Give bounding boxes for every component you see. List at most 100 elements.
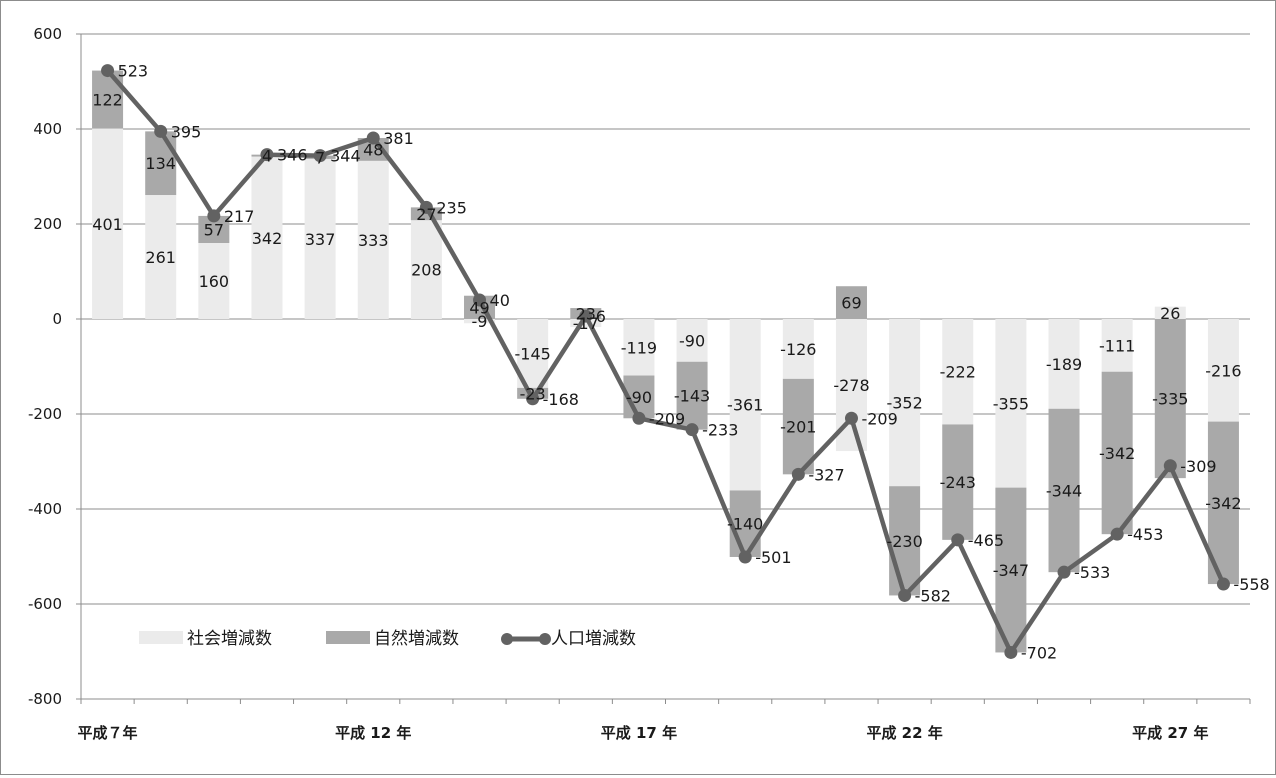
natural-bar: [357, 138, 389, 161]
social-value-label: -278: [833, 376, 869, 395]
population-point: [1110, 527, 1124, 541]
population-point: [844, 411, 858, 425]
social-bar: [1207, 319, 1239, 422]
social-value-label: -90: [679, 331, 705, 350]
population-value-label: 217: [224, 207, 255, 226]
natural-bar: [676, 361, 708, 430]
population-value-label: 381: [383, 129, 414, 148]
population-point: [313, 149, 327, 163]
population-value-label: -453: [1127, 525, 1163, 544]
natural-bar: [1101, 371, 1133, 535]
social-value-label: 26: [1160, 304, 1180, 323]
population-point: [738, 550, 752, 564]
social-value-label: -189: [1046, 355, 1082, 374]
population-value-label: -558: [1233, 575, 1269, 594]
social-value-label: -145: [515, 344, 551, 363]
social-value-label: -222: [940, 363, 976, 382]
y-tick-label: 0: [52, 310, 62, 328]
legend-swatch-line-marker-right: [539, 633, 551, 645]
social-value-label: 401: [92, 215, 123, 234]
natural-bar: [145, 131, 177, 196]
social-value-label: 208: [411, 261, 442, 280]
natural-value-label: -143: [674, 387, 710, 406]
population-value-label: 395: [171, 122, 202, 141]
natural-value-label: -23: [520, 384, 546, 403]
population-value-label: 235: [436, 198, 467, 217]
natural-value-label: -201: [780, 418, 816, 437]
natural-value-label: -335: [1152, 390, 1188, 409]
social-bar: [942, 319, 974, 425]
x-tick-label: 平成 22 年: [866, 724, 942, 742]
social-value-label: -361: [727, 396, 763, 415]
social-value-label: -355: [993, 394, 1029, 413]
y-axis-tick-labels: 600 400 200 0 -200 -400 -600 -800: [28, 25, 62, 708]
natural-value-label: 57: [204, 220, 224, 239]
population-point: [154, 124, 168, 138]
x-tick-label: 平成７年: [78, 724, 138, 742]
x-tick-label: 平成 17 年: [601, 724, 677, 742]
social-value-label: -111: [1099, 336, 1135, 355]
population-line-path: [105, 69, 1226, 655]
natural-value-label: -230: [886, 532, 922, 551]
population-point: [473, 293, 487, 307]
legend-swatch-line-marker-left: [501, 633, 513, 645]
natural-bar: [942, 424, 974, 540]
population-value-label: -209: [861, 409, 897, 428]
population-value-label: 6: [596, 307, 606, 326]
population-point: [366, 131, 380, 145]
natural-bar: [782, 378, 814, 475]
natural-bar: [889, 486, 921, 596]
population-point: [951, 533, 965, 547]
population-point: [207, 209, 221, 223]
population-point: [260, 148, 274, 162]
social-bar: [92, 128, 124, 319]
social-value-label: 160: [199, 272, 230, 291]
legend-swatch-social: [139, 631, 183, 644]
social-bar: [1101, 319, 1133, 372]
legend-label-natural: 自然増減数: [374, 629, 459, 649]
social-bar: [570, 319, 602, 328]
social-value-label: 333: [358, 231, 389, 250]
y-tick-label: 600: [33, 25, 62, 43]
social-bar: [410, 220, 442, 319]
population-point: [1163, 459, 1177, 473]
social-value-label: 337: [305, 230, 336, 249]
social-bar: [1154, 306, 1186, 319]
natural-value-label: -90: [626, 388, 652, 407]
natural-value-label: 69: [841, 294, 861, 313]
legend: 社会増減数 自然増減数 人口増減数: [139, 629, 636, 649]
population-point: [579, 309, 593, 323]
natural-value-label: 122: [92, 91, 123, 110]
social-value-label: -119: [621, 338, 657, 357]
natural-value-label: -344: [1046, 481, 1082, 500]
population-value-label: -309: [1180, 457, 1216, 476]
population-value-label: -168: [543, 390, 579, 409]
social-bar: [623, 319, 655, 376]
natural-value-label: 49: [469, 298, 489, 317]
natural-value-label: -342: [1205, 494, 1241, 513]
population-point: [632, 411, 646, 425]
population-point: [1057, 565, 1071, 579]
population-point: [791, 467, 805, 481]
social-value-label: -126: [780, 340, 816, 359]
x-tick-label: 平成 12 年: [335, 724, 411, 742]
natural-value-label: 134: [145, 154, 176, 173]
bars: [92, 70, 1239, 653]
social-bar: [304, 158, 336, 319]
social-value-label: -352: [886, 394, 922, 413]
natural-value-label: 27: [416, 205, 436, 224]
population-value-label: -533: [1074, 563, 1110, 582]
natural-bar: [1154, 319, 1186, 479]
natural-bar: [729, 490, 761, 557]
natural-value-label: -347: [993, 561, 1029, 580]
social-value-label: 261: [145, 248, 176, 267]
social-value-label: 342: [252, 229, 283, 248]
natural-bar: [835, 286, 867, 319]
population-point: [419, 200, 433, 214]
natural-bar: [995, 487, 1027, 653]
social-value-label: -216: [1205, 361, 1241, 380]
social-bar: [729, 319, 761, 491]
